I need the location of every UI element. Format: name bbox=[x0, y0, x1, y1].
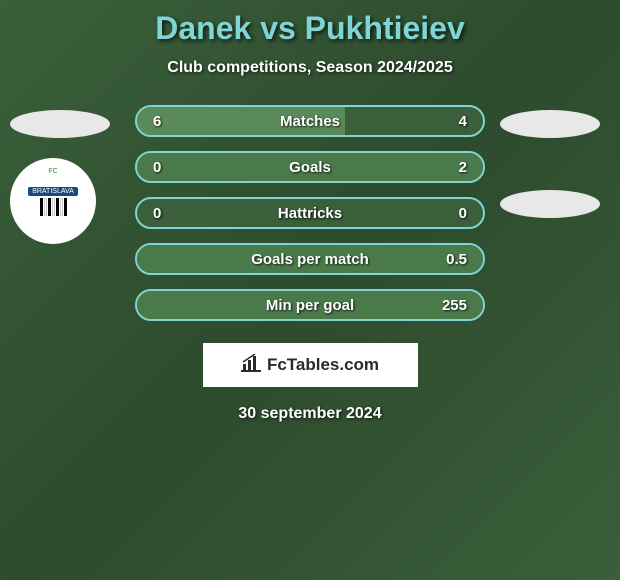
stat-left-value: 6 bbox=[153, 113, 161, 130]
stat-label: Goals per match bbox=[251, 251, 369, 268]
stat-right-value: 2 bbox=[459, 159, 467, 176]
stat-row-mpg: Min per goal 255 bbox=[135, 289, 485, 321]
brand-logo-box: FcTables.com bbox=[203, 343, 418, 387]
stat-row-gpm: Goals per match 0.5 bbox=[135, 243, 485, 275]
stat-label: Matches bbox=[280, 113, 340, 130]
subtitle: Club competitions, Season 2024/2025 bbox=[0, 59, 620, 77]
page-title: Danek vs Pukhtieiev bbox=[0, 10, 620, 47]
comparison-widget: Danek vs Pukhtieiev Club competitions, S… bbox=[0, 0, 620, 433]
brand-text: FcTables.com bbox=[267, 355, 379, 375]
stat-right-value: 4 bbox=[459, 113, 467, 130]
logo-band: BRATISLAVA bbox=[28, 187, 78, 196]
logo-fc-text: FC bbox=[48, 168, 57, 175]
logo-content: BRATISLAVA bbox=[28, 187, 78, 216]
chart-icon bbox=[241, 354, 261, 377]
stat-right-value: 0 bbox=[459, 205, 467, 222]
stats-bars: 6 Matches 4 0 Goals 2 0 Hattricks 0 bbox=[135, 105, 485, 321]
stats-area: FC BRATISLAVA bbox=[0, 105, 620, 321]
logo-stripes bbox=[40, 198, 67, 216]
stat-label: Hattricks bbox=[278, 205, 342, 222]
stat-left-value: 0 bbox=[153, 205, 161, 222]
team-logo: FC BRATISLAVA bbox=[10, 158, 96, 244]
stat-row-matches: 6 Matches 4 bbox=[135, 105, 485, 137]
stat-label: Goals bbox=[289, 159, 331, 176]
stat-row-goals: 0 Goals 2 bbox=[135, 151, 485, 183]
stat-left-value: 0 bbox=[153, 159, 161, 176]
stat-right-value: 0.5 bbox=[446, 251, 467, 268]
stat-row-hattricks: 0 Hattricks 0 bbox=[135, 197, 485, 229]
right-column bbox=[500, 105, 610, 218]
team-logo-placeholder bbox=[500, 190, 600, 218]
date-text: 30 september 2024 bbox=[0, 405, 620, 423]
player-photo-placeholder bbox=[500, 110, 600, 138]
stat-label: Min per goal bbox=[266, 297, 354, 314]
left-column: FC BRATISLAVA bbox=[10, 105, 120, 244]
stat-right-value: 255 bbox=[442, 297, 467, 314]
player-photo-placeholder bbox=[10, 110, 110, 138]
